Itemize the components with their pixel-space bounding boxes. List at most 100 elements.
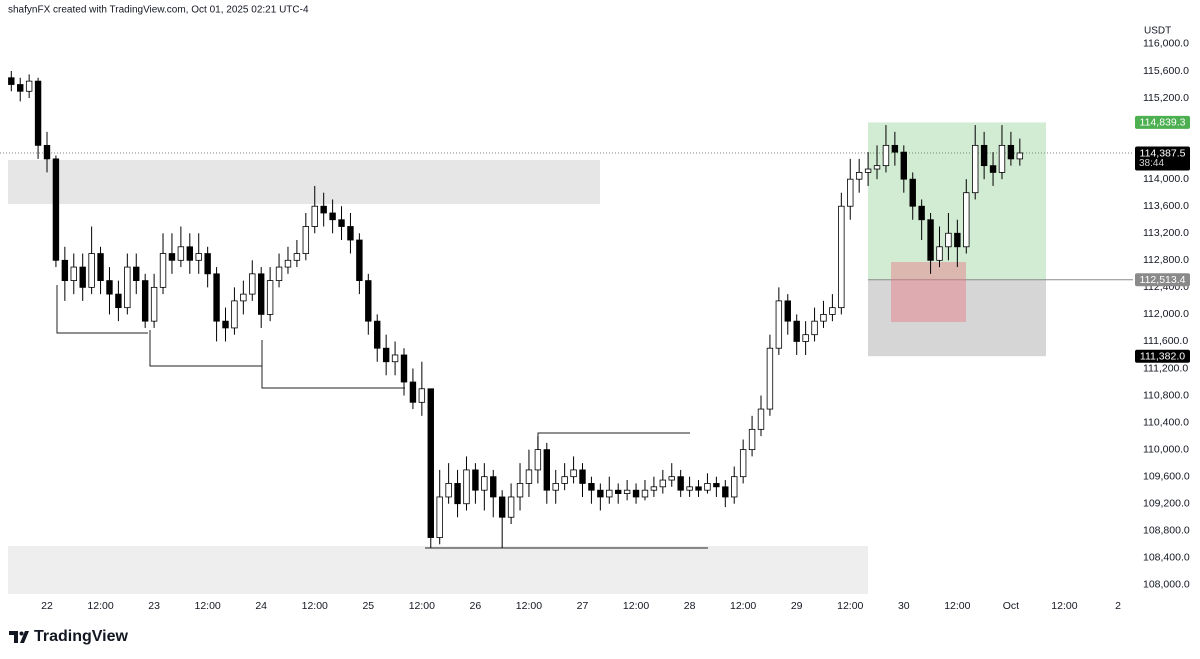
y-tick-label: 109,200.0 [1143,498,1190,510]
candle-body [133,266,140,281]
logo: TradingView [9,628,129,645]
x-tick-label: 12:00 [1051,600,1077,612]
candle-body [722,486,729,498]
candle-body [177,246,185,261]
candle-body [79,266,86,288]
candle-body [329,212,336,221]
candle-body [766,347,774,410]
candle-body [106,280,113,295]
candle-body [668,476,675,481]
candles [8,70,1024,548]
candle-body [543,449,550,491]
candle-body [793,320,800,342]
y-tick-label: 109,600.0 [1143,470,1190,482]
demand-zone [8,546,868,594]
x-tick-label: 22 [41,600,53,612]
candle-body [463,469,470,505]
drawings [0,152,1133,594]
price-tag [1135,273,1190,287]
candle-body [302,226,310,254]
candle-body [25,80,33,92]
candle-body [954,232,961,248]
price-tag [1135,349,1190,363]
price-tag-label: 112,513.4 [1140,274,1186,286]
candle-body [8,77,15,85]
x-tick-label: 12:00 [623,600,649,612]
y-tick-label: 110,400.0 [1143,416,1189,428]
candle-body [204,253,211,275]
candle-body [623,489,631,494]
candle-body [909,178,916,207]
level-line [261,340,405,389]
x-tick-label: 12:00 [195,600,221,612]
candle-body [168,253,176,261]
candle-body [231,300,238,329]
candle-body [695,486,702,491]
candle-body [632,489,640,498]
x-tick-label: 28 [684,600,696,612]
candle-body [382,347,390,363]
candle-body [374,320,381,349]
candle-body [829,307,836,315]
candle-body [347,226,354,241]
candle-body [552,483,559,491]
logo-icon [19,631,24,636]
candle-body [525,469,533,484]
countdown: 38:44 [1139,158,1164,169]
candle-body [97,253,104,281]
candle-body [150,286,158,322]
candle-body [52,158,60,261]
chart-title: shafynFX created with TradingView.com, O… [8,5,309,16]
candle-body [320,205,327,214]
price-tag [1135,115,1190,129]
candle-body [820,314,827,322]
y-tick-label: 115,200.0 [1143,92,1189,104]
x-tick-label: 26 [470,600,482,612]
candle-body [659,479,667,488]
candle-body [838,205,845,309]
x-tick-label: 12:00 [944,600,970,612]
candle-body [1016,152,1024,160]
candle-body [606,489,613,498]
x-tick-label: 12:00 [409,600,435,612]
candle-body [249,273,256,295]
candle-body [338,219,345,227]
x-tick-label: 12:00 [730,600,756,612]
candle-body [490,476,497,498]
candle-body [748,428,756,451]
candle-body [579,469,586,484]
level-line [56,285,148,334]
candle-body [945,232,952,248]
price-tag-label: 114,839.3 [1140,117,1186,129]
candle-body [427,388,434,538]
x-tick-label: 24 [255,600,267,612]
level-line [537,432,690,460]
candle-body [677,476,684,491]
candle-body [195,253,202,261]
candle-body [775,300,783,349]
candle-body [222,320,229,329]
candle-body [704,483,711,491]
price-tag-label: 111,382.0 [1140,350,1185,362]
price-tag [1135,146,1190,171]
candle-body [570,469,577,478]
candle-body [186,246,193,261]
axes: shafynFX created with TradingView.com, O… [8,5,1190,645]
candle-body [266,280,274,315]
candle-body [70,266,77,281]
candle-body [141,280,149,322]
candle-body [365,280,372,322]
candle-body [472,469,479,491]
candle-body [864,168,872,173]
y-tick-label: 114,000.0 [1143,173,1189,185]
supply-zone [8,160,600,204]
candle-body [891,144,899,153]
candle-body [739,449,747,478]
candle-body [481,476,488,491]
candle-body [43,144,51,160]
candle-body [972,144,979,194]
candle-body [454,483,461,505]
y-tick-label: 110,000.0 [1143,443,1189,455]
